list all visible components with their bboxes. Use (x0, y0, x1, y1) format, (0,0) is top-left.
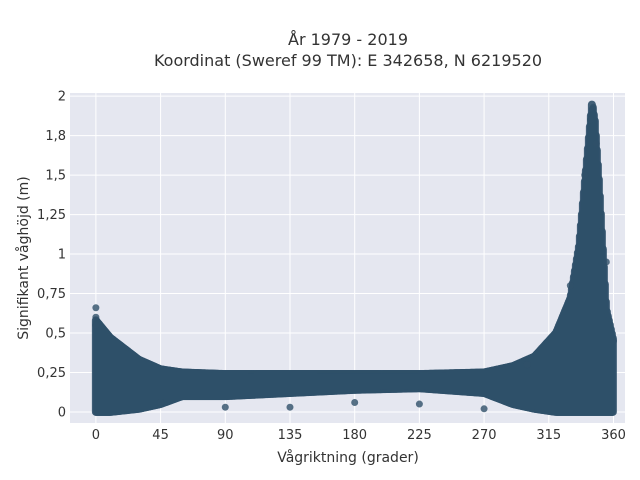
data-point (92, 313, 100, 321)
data-point (415, 400, 423, 408)
data-point (286, 403, 294, 411)
y-tick-label: 1 (58, 248, 66, 263)
x-tick-label: 45 (152, 428, 169, 443)
x-axis-label: Vågriktning (grader) (277, 449, 419, 466)
x-tick-label: 0 (92, 428, 100, 443)
data-point (589, 103, 597, 111)
y-axis-label: Signifikant våghöjd (m) (15, 176, 32, 339)
data-point (351, 398, 359, 406)
data-point (609, 337, 617, 345)
y-tick-label: 0 (58, 405, 66, 420)
data-point (586, 116, 594, 124)
x-tick-label: 225 (407, 428, 432, 443)
data-point (581, 171, 589, 179)
x-tick-label: 135 (278, 428, 303, 443)
data-point (592, 140, 600, 148)
data-point (157, 398, 165, 406)
y-tick-label: 0,25 (37, 366, 66, 381)
y-tick-label: 1,25 (37, 208, 66, 223)
y-tick-label: 1,5 (45, 169, 66, 184)
data-point (221, 403, 229, 411)
x-tick-label: 270 (472, 428, 497, 443)
data-point (92, 321, 100, 329)
x-tick-label: 315 (536, 428, 561, 443)
y-tick-label: 0,5 (45, 327, 66, 342)
x-tick-label: 90 (217, 428, 234, 443)
data-point (480, 405, 488, 413)
data-points (91, 100, 617, 416)
x-tick-label: 180 (342, 428, 367, 443)
x-tick-label: 360 (601, 428, 626, 443)
data-point (92, 304, 100, 312)
chart-title-line1: År 1979 - 2019 (288, 30, 408, 49)
data-point (602, 258, 610, 266)
y-tick-label: 1,8 (45, 129, 66, 144)
data-point (523, 361, 531, 369)
chart-title-line2: Koordinat (Sweref 99 TM): E 342658, N 62… (154, 51, 542, 70)
data-point (566, 282, 574, 290)
y-tick-label: 2 (58, 90, 66, 105)
y-tick-label: 0,75 (37, 287, 66, 302)
tick-labels: 0 45 90 135 180 225 270 315 360 0 0,25 0,5 0,75 1 1,25… (37, 90, 626, 443)
